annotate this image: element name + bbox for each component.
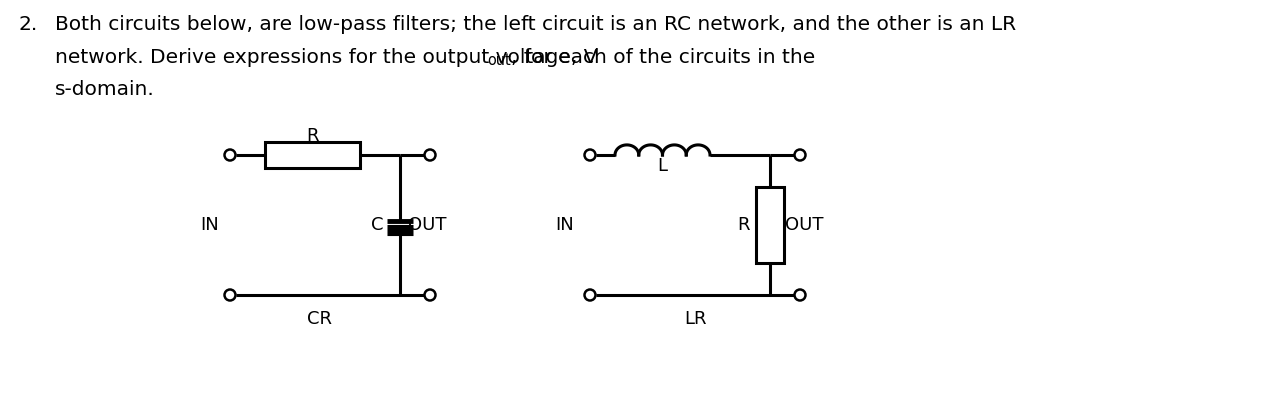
Text: network. Derive expressions for the output voltage, V: network. Derive expressions for the outp…: [55, 48, 597, 67]
Text: OUT: OUT: [785, 216, 823, 234]
Text: R: R: [738, 216, 749, 234]
Circle shape: [425, 290, 435, 301]
Text: 2.: 2.: [18, 15, 37, 34]
Text: CR: CR: [308, 310, 332, 328]
Text: IN: IN: [555, 216, 573, 234]
Circle shape: [585, 150, 596, 161]
Text: OUT: OUT: [408, 216, 446, 234]
Text: Both circuits below, are low-pass filters; the left circuit is an RC network, an: Both circuits below, are low-pass filter…: [55, 15, 1016, 34]
Text: out: out: [487, 53, 511, 68]
Text: C: C: [370, 216, 383, 234]
Bar: [265, 142, 360, 168]
Text: LR: LR: [683, 310, 706, 328]
Circle shape: [585, 290, 596, 301]
Text: s-domain.: s-domain.: [55, 80, 155, 99]
Text: , for each of the circuits in the: , for each of the circuits in the: [511, 48, 815, 67]
Circle shape: [425, 150, 435, 161]
Text: IN: IN: [200, 216, 219, 234]
Text: R: R: [306, 127, 318, 145]
Circle shape: [224, 290, 236, 301]
Circle shape: [795, 150, 805, 161]
Bar: [756, 187, 784, 263]
Circle shape: [224, 150, 236, 161]
Circle shape: [795, 290, 805, 301]
Text: L: L: [657, 157, 667, 175]
